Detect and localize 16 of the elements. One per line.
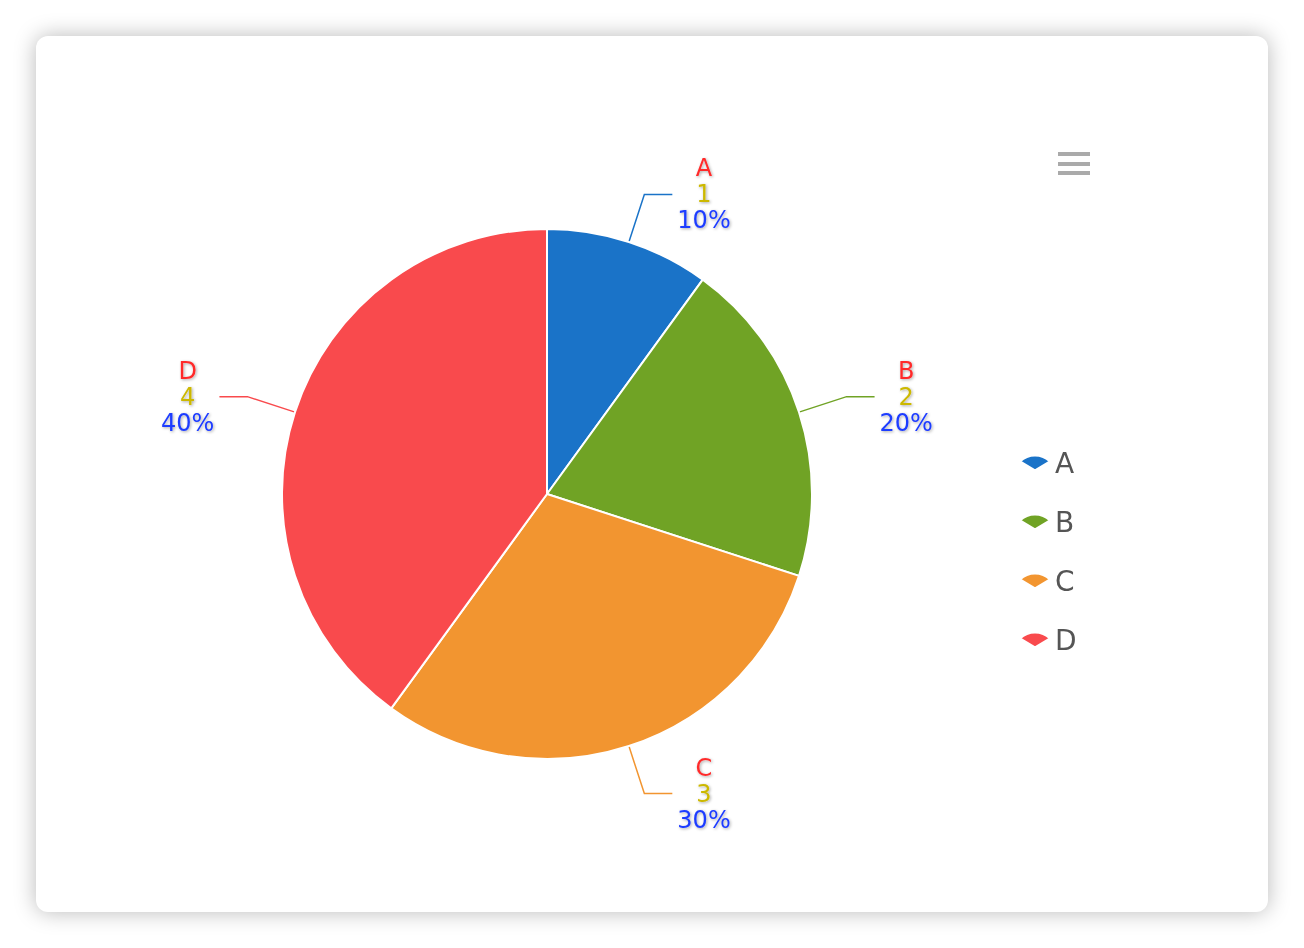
data-label: 3 [696,779,712,808]
slice-label: A [695,154,713,183]
text: 30% [677,805,731,834]
slice-label: D [178,356,197,385]
legend-label: D [1055,623,1077,657]
legend-label: C [1055,564,1075,598]
data-label: 2 [898,382,914,411]
legend-label: A [1055,446,1075,480]
legend-label: B [1055,505,1075,539]
text: 20% [879,408,933,437]
slice-label: B [898,356,915,385]
text: 40% [161,408,215,437]
text: 10% [677,206,731,235]
slice-label: C [695,753,713,782]
data-label: 1 [696,180,712,209]
data-label: 4 [180,382,196,411]
